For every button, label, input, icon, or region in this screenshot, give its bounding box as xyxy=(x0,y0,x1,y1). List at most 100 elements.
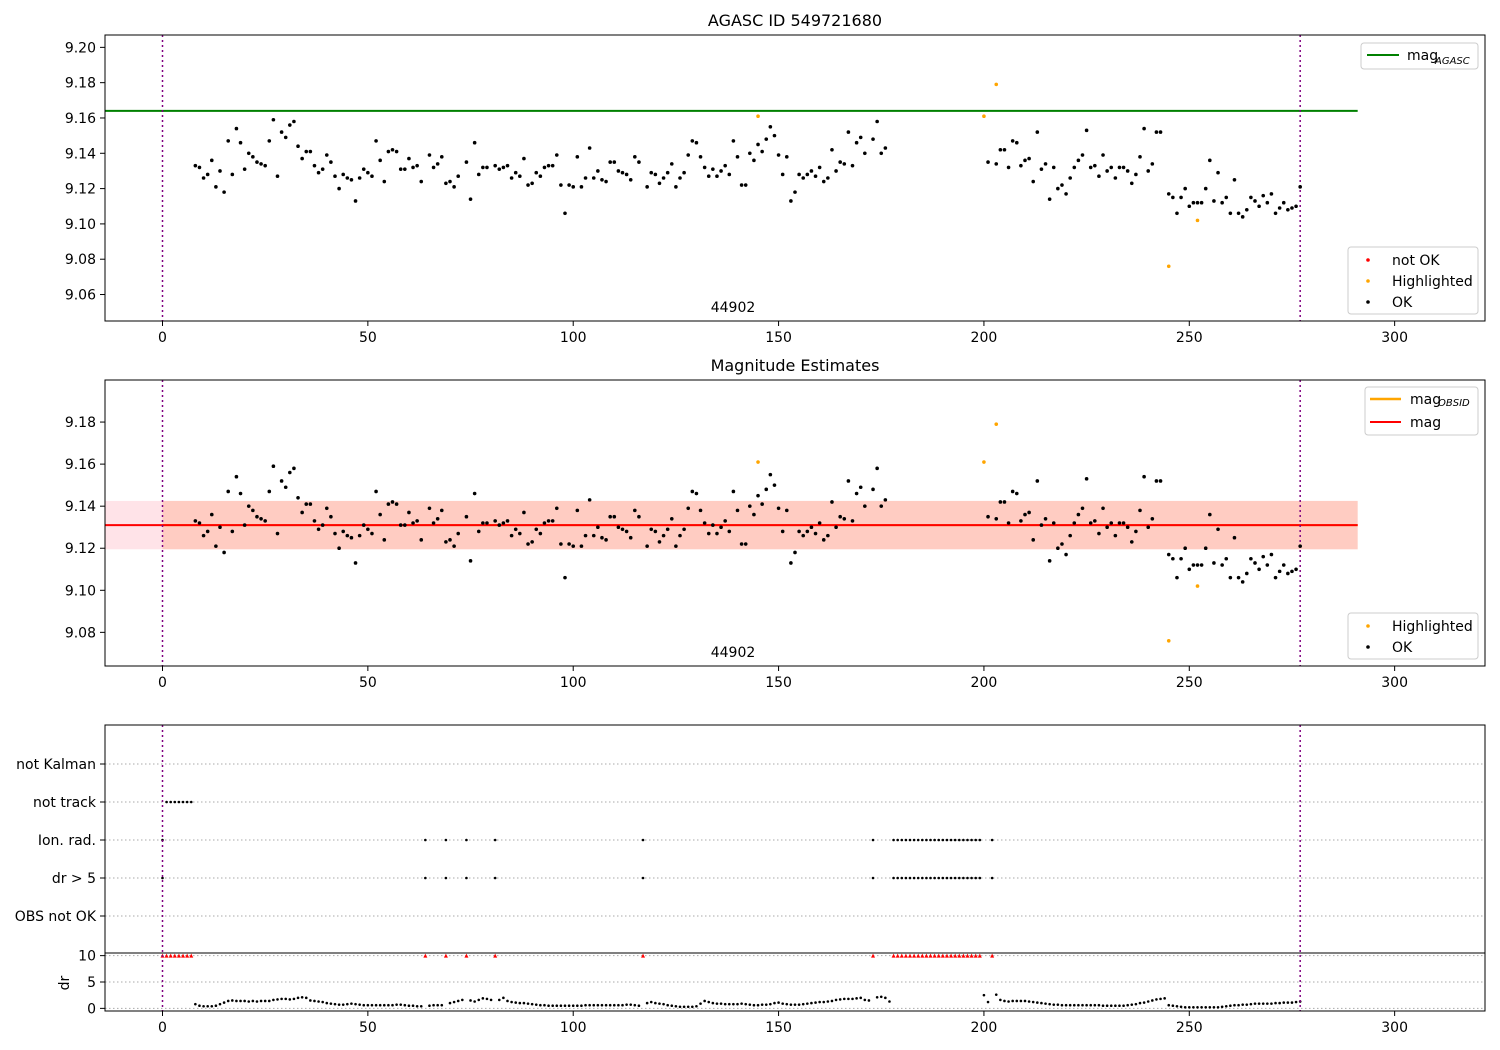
dr-point xyxy=(514,1001,518,1004)
data-point xyxy=(242,523,247,527)
data-point xyxy=(1166,192,1171,196)
data-point xyxy=(386,149,391,154)
x-tick-label: 150 xyxy=(765,675,792,691)
data-point xyxy=(403,167,407,171)
data-point xyxy=(1224,556,1229,561)
dr-point xyxy=(789,1003,793,1006)
data-point xyxy=(353,199,358,203)
data-point xyxy=(452,544,456,548)
dr-point xyxy=(1068,1003,1072,1007)
dr-point xyxy=(719,1002,723,1005)
data-point xyxy=(813,531,818,536)
data-point xyxy=(1298,544,1302,548)
data-point xyxy=(1006,165,1011,170)
dr-point xyxy=(543,1003,546,1007)
data-point xyxy=(394,502,399,506)
data-point xyxy=(1146,525,1151,530)
dr-point xyxy=(477,998,481,1002)
dr-clipped-marker xyxy=(168,953,173,958)
data-point xyxy=(789,561,793,565)
data-point xyxy=(1056,546,1060,551)
data-point xyxy=(493,163,497,168)
flag-point xyxy=(929,838,932,842)
dr-point xyxy=(1126,1003,1129,1007)
flag-point xyxy=(921,876,924,880)
dr-point xyxy=(649,1000,653,1004)
data-point xyxy=(1080,153,1085,157)
dr-point xyxy=(407,1004,411,1008)
dr-point xyxy=(1023,999,1027,1003)
y-tick-label: 10 xyxy=(78,949,96,965)
dr-point xyxy=(1081,1003,1084,1007)
dr-point xyxy=(391,1003,394,1007)
data-point xyxy=(678,176,682,180)
dr-point xyxy=(1114,1004,1117,1008)
data-point xyxy=(238,491,243,496)
y-tick-label: 9.12 xyxy=(65,541,96,557)
data-point xyxy=(1220,200,1224,205)
dr-clipped-marker xyxy=(899,953,904,958)
data-point xyxy=(1105,169,1109,173)
y-tick-label: 9.08 xyxy=(65,252,96,268)
data-point xyxy=(542,521,547,525)
dr-point xyxy=(469,999,472,1002)
data-point xyxy=(1051,165,1056,170)
plot-frame xyxy=(104,34,1486,322)
dr-clipped-marker xyxy=(928,953,933,958)
dr-clipped-marker xyxy=(895,953,900,958)
dr-point xyxy=(530,1002,534,1006)
data-point xyxy=(534,170,539,175)
data-point xyxy=(604,179,608,184)
data-point xyxy=(1273,211,1278,216)
dr-point xyxy=(797,1003,801,1006)
data-point xyxy=(1290,569,1294,574)
flag-point xyxy=(925,876,928,880)
data-point xyxy=(1023,512,1027,517)
data-point xyxy=(1093,519,1097,523)
data-point xyxy=(382,538,387,542)
data-point xyxy=(801,176,806,180)
dr-point xyxy=(822,1000,826,1004)
data-point xyxy=(583,533,588,538)
data-point xyxy=(341,529,346,534)
dr-clipped-marker xyxy=(172,953,177,958)
data-point xyxy=(805,529,810,534)
dr-point xyxy=(1266,1002,1269,1005)
data-point xyxy=(661,533,666,538)
data-point xyxy=(366,170,370,175)
dr-point xyxy=(818,1000,821,1004)
data-point xyxy=(743,542,748,546)
dr-point xyxy=(399,1003,403,1006)
dr-point xyxy=(1101,1004,1105,1008)
data-point xyxy=(505,163,510,168)
data-point xyxy=(1261,193,1266,198)
dr-clipped-marker xyxy=(920,953,925,958)
data-point xyxy=(1060,183,1064,187)
flag-point xyxy=(465,838,468,842)
x-tick-label: 300 xyxy=(1381,330,1408,346)
data-point xyxy=(871,137,875,141)
dr-point xyxy=(461,998,464,1002)
dr-point xyxy=(699,1002,702,1005)
data-point xyxy=(431,165,436,170)
plot-frame xyxy=(104,379,1486,667)
dr-point xyxy=(1159,997,1162,1001)
data-point xyxy=(1019,163,1023,168)
data-point xyxy=(686,153,691,157)
data-point xyxy=(1027,510,1031,515)
data-point xyxy=(197,521,202,525)
dr-point xyxy=(226,999,230,1003)
x-tick-label: 150 xyxy=(765,330,792,346)
data-point xyxy=(1072,521,1077,525)
legend-subscript-agasc: AGASC xyxy=(1434,56,1470,67)
data-point xyxy=(218,525,222,530)
flag-point xyxy=(908,876,912,880)
data-point xyxy=(526,542,530,546)
data-point xyxy=(735,508,740,513)
dr-point xyxy=(777,1001,780,1004)
data-point xyxy=(1265,200,1270,205)
data-point xyxy=(682,527,686,532)
data-point xyxy=(201,176,206,180)
data-point xyxy=(772,133,777,138)
dr-point xyxy=(243,999,246,1003)
